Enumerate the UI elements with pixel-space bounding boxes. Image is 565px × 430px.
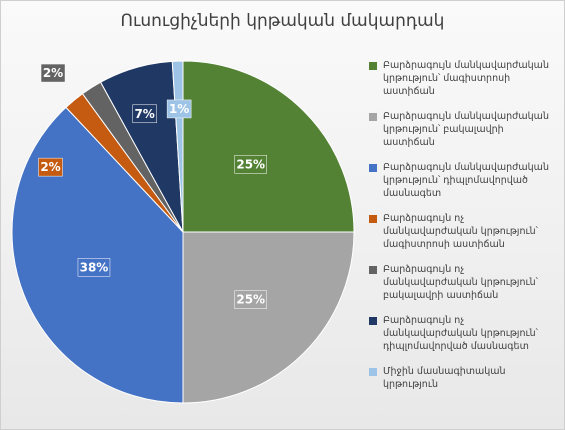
legend-label: Բարձրագույն ոչ մանկավարժական կրթություն՝…: [383, 264, 538, 301]
legend-swatch: [369, 317, 377, 325]
data-label-text: 2%: [40, 160, 60, 174]
legend-item: Բարձրագույն ոչ մանկավարժական կրթություն՝…: [367, 212, 557, 251]
legend-swatch: [369, 266, 377, 274]
data-label-text: 7%: [134, 107, 154, 121]
data-label-text: 25%: [236, 293, 265, 307]
data-label-text: 38%: [80, 260, 109, 274]
data-label-text: 1%: [169, 102, 189, 116]
legend-item: Բարձրագույն ոչ մանկավարժական կրթություն՝…: [367, 314, 557, 353]
legend-label: Բարձրագույն ոչ մանկավարժական կրթություն՝…: [383, 315, 538, 352]
legend-item: Միջին մասնագիտական կրթություն: [367, 365, 557, 391]
chart-title: Ուսուցիչների կրթական մակարդակ: [120, 11, 445, 31]
legend-item: Բարձրագույն մանկավարժական կրթություն՝ բա…: [367, 110, 557, 149]
legend-label: Բարձրագույն մանկավարժական կրթություն՝ բա…: [383, 111, 549, 148]
chart-legend: Բարձրագույն մանկավարժական կրթություն՝ մա…: [367, 59, 557, 403]
legend-label: Բարձրագույն մանկավարժական կրթություն՝ մա…: [383, 60, 549, 97]
legend-swatch: [369, 215, 377, 223]
data-label-box: [166, 99, 192, 119]
data-label-box: [234, 290, 267, 309]
data-label-box: [132, 104, 157, 124]
pie-slice: [11, 106, 184, 404]
data-label: 7%: [132, 104, 157, 124]
legend-swatch: [369, 164, 377, 172]
pie-slice: [182, 231, 355, 404]
data-label-text: 25%: [236, 157, 265, 171]
data-label: 38%: [77, 258, 111, 277]
pie-slice: [182, 60, 355, 233]
data-label: 1%: [166, 99, 192, 119]
data-label: 25%: [234, 155, 267, 174]
legend-swatch: [369, 62, 377, 70]
data-label-box: [40, 63, 66, 83]
data-label-box: [38, 157, 63, 177]
legend-swatch: [369, 368, 377, 376]
legend-item: Բարձրագույն մանկավարժական կրթություն՝ մա…: [367, 59, 557, 98]
data-label-box: [77, 258, 111, 277]
legend-item: Բարձրագույն մանկավարժական կրթություն՝ դի…: [367, 161, 557, 200]
data-label: 2%: [38, 157, 63, 177]
legend-item: Բարձրագույն ոչ մանկավարժական կրթություն՝…: [367, 263, 557, 302]
data-label-box: [234, 155, 267, 174]
legend-label: Բարձրագույն մանկավարժական կրթություն՝ դի…: [383, 162, 549, 199]
data-label-text: 2%: [43, 66, 63, 80]
legend-label: Բարձրագույն ոչ մանկավարժական կրթություն՝…: [383, 213, 538, 250]
data-label: 2%: [40, 63, 66, 83]
legend-swatch: [369, 113, 377, 121]
legend-label: Միջին մասնագիտական կրթություն: [383, 366, 506, 390]
data-label: 25%: [234, 290, 267, 309]
